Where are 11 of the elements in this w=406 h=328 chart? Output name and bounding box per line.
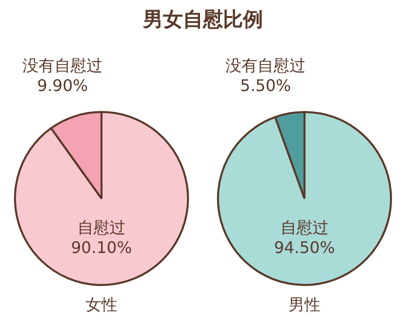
chart-title: 男女自慰比例: [142, 6, 264, 33]
data-label: 94.50%: [274, 238, 336, 257]
slice-label: 没有自慰过: [226, 56, 306, 76]
data-label: 5.50%: [240, 76, 291, 96]
data-label: 9.90%: [37, 76, 88, 96]
data-label: 90.10%: [70, 238, 132, 257]
slice-label: 没有自慰过: [22, 56, 103, 76]
text: 男性: [288, 295, 320, 316]
slice-label: 自慰过: [78, 218, 126, 237]
slice-label: 自慰过: [280, 218, 328, 237]
text: 女性: [86, 295, 118, 316]
